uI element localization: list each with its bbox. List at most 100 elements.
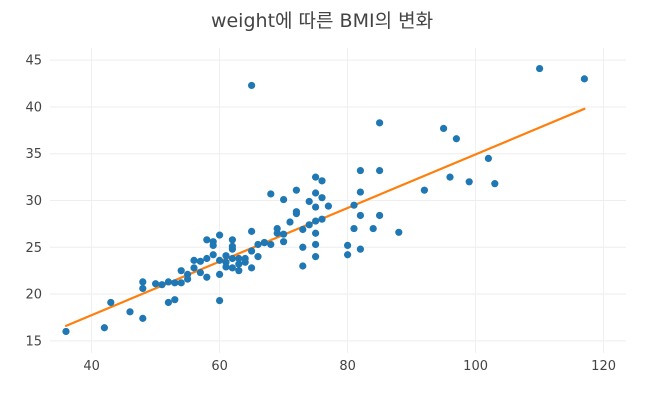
data-point[interactable] xyxy=(139,284,147,293)
data-point[interactable] xyxy=(280,230,288,238)
data-point[interactable] xyxy=(420,186,428,194)
data-point[interactable] xyxy=(222,252,230,260)
data-point[interactable] xyxy=(254,240,262,249)
data-point[interactable] xyxy=(235,254,243,263)
data-point[interactable] xyxy=(299,243,307,251)
data-point[interactable] xyxy=(228,264,236,272)
data-point[interactable] xyxy=(216,297,224,305)
data-point[interactable] xyxy=(248,264,256,272)
data-point[interactable] xyxy=(62,327,70,336)
data-point[interactable] xyxy=(216,270,224,279)
regression-line xyxy=(64,107,586,327)
data-point[interactable] xyxy=(190,264,198,272)
data-point[interactable] xyxy=(280,238,288,246)
data-point[interactable] xyxy=(369,224,377,233)
x-tick-labels: 40 60 80 100 120 xyxy=(83,359,616,374)
data-point[interactable] xyxy=(248,81,256,90)
data-point[interactable] xyxy=(376,211,384,220)
data-point[interactable] xyxy=(356,188,364,196)
data-point[interactable] xyxy=(280,195,288,204)
data-point[interactable] xyxy=(350,201,358,209)
data-point[interactable] xyxy=(312,240,320,249)
data-point[interactable] xyxy=(484,154,492,162)
data-point[interactable] xyxy=(203,236,211,244)
data-point[interactable] xyxy=(292,186,300,194)
data-point[interactable] xyxy=(536,64,544,73)
data-point[interactable] xyxy=(209,241,217,250)
data-point[interactable] xyxy=(312,253,320,261)
data-point[interactable] xyxy=(171,296,179,304)
data-point[interactable] xyxy=(228,242,236,250)
data-point[interactable] xyxy=(100,324,108,332)
data-point[interactable] xyxy=(356,245,364,253)
data-point[interactable] xyxy=(312,217,320,225)
data-point[interactable] xyxy=(248,247,256,255)
y-tick-label: 15 xyxy=(25,334,42,349)
data-point[interactable] xyxy=(267,190,275,198)
data-point[interactable] xyxy=(139,314,147,322)
chart-title: weight에 따른 BMI의 변화 xyxy=(211,10,433,32)
data-point[interactable] xyxy=(177,279,185,287)
data-point[interactable] xyxy=(152,280,160,288)
data-point[interactable] xyxy=(216,231,224,239)
data-point[interactable] xyxy=(299,225,307,234)
data-point[interactable] xyxy=(196,268,204,277)
data-point[interactable] xyxy=(190,256,198,264)
y-tick-label: 30 xyxy=(25,194,42,209)
data-point[interactable] xyxy=(273,224,281,233)
data-point[interactable] xyxy=(344,241,352,250)
data-point[interactable] xyxy=(356,211,364,220)
data-point[interactable] xyxy=(107,298,115,307)
data-point[interactable] xyxy=(299,262,307,270)
data-point[interactable] xyxy=(312,229,320,237)
data-point[interactable] xyxy=(248,227,256,235)
data-point[interactable] xyxy=(580,75,589,83)
data-point[interactable] xyxy=(267,240,275,249)
data-point[interactable] xyxy=(222,263,230,271)
data-point[interactable] xyxy=(126,308,134,316)
data-point[interactable] xyxy=(209,251,217,259)
data-point[interactable] xyxy=(324,202,332,210)
data-point[interactable] xyxy=(286,218,294,226)
y-tick-label: 20 xyxy=(25,288,42,303)
data-point[interactable] xyxy=(203,254,211,263)
data-point[interactable] xyxy=(139,278,147,286)
data-point[interactable] xyxy=(465,178,473,186)
data-point[interactable] xyxy=(318,177,326,185)
data-point[interactable] xyxy=(395,228,403,236)
data-point[interactable] xyxy=(235,267,243,275)
data-point[interactable] xyxy=(216,256,224,264)
data-point[interactable] xyxy=(164,278,172,286)
data-point[interactable] xyxy=(228,254,236,263)
data-point[interactable] xyxy=(312,173,320,181)
data-point[interactable] xyxy=(491,180,499,188)
data-point[interactable] xyxy=(452,135,460,143)
data-point[interactable] xyxy=(344,251,352,259)
data-point[interactable] xyxy=(235,260,243,268)
data-point[interactable] xyxy=(164,298,172,307)
data-point[interactable] xyxy=(350,224,358,233)
data-point[interactable] xyxy=(203,273,211,281)
data-point[interactable] xyxy=(228,236,236,244)
data-point[interactable] xyxy=(446,173,454,181)
data-point[interactable] xyxy=(440,124,448,133)
data-point[interactable] xyxy=(356,166,364,175)
data-point[interactable] xyxy=(260,239,268,247)
data-point[interactable] xyxy=(312,189,320,197)
y-tick-label: 35 xyxy=(25,147,42,162)
data-point[interactable] xyxy=(376,119,384,127)
data-point[interactable] xyxy=(177,267,185,275)
data-point[interactable] xyxy=(171,279,179,287)
data-point[interactable] xyxy=(158,281,166,289)
data-point[interactable] xyxy=(254,253,262,261)
data-point[interactable] xyxy=(305,221,313,229)
data-point[interactable] xyxy=(376,166,384,175)
data-point[interactable] xyxy=(318,215,326,223)
data-point[interactable] xyxy=(184,275,192,283)
data-point[interactable] xyxy=(318,194,326,202)
data-point[interactable] xyxy=(241,254,249,263)
data-point[interactable] xyxy=(305,197,313,206)
data-point[interactable] xyxy=(292,208,300,216)
data-point[interactable] xyxy=(196,257,204,265)
data-point[interactable] xyxy=(312,203,320,211)
